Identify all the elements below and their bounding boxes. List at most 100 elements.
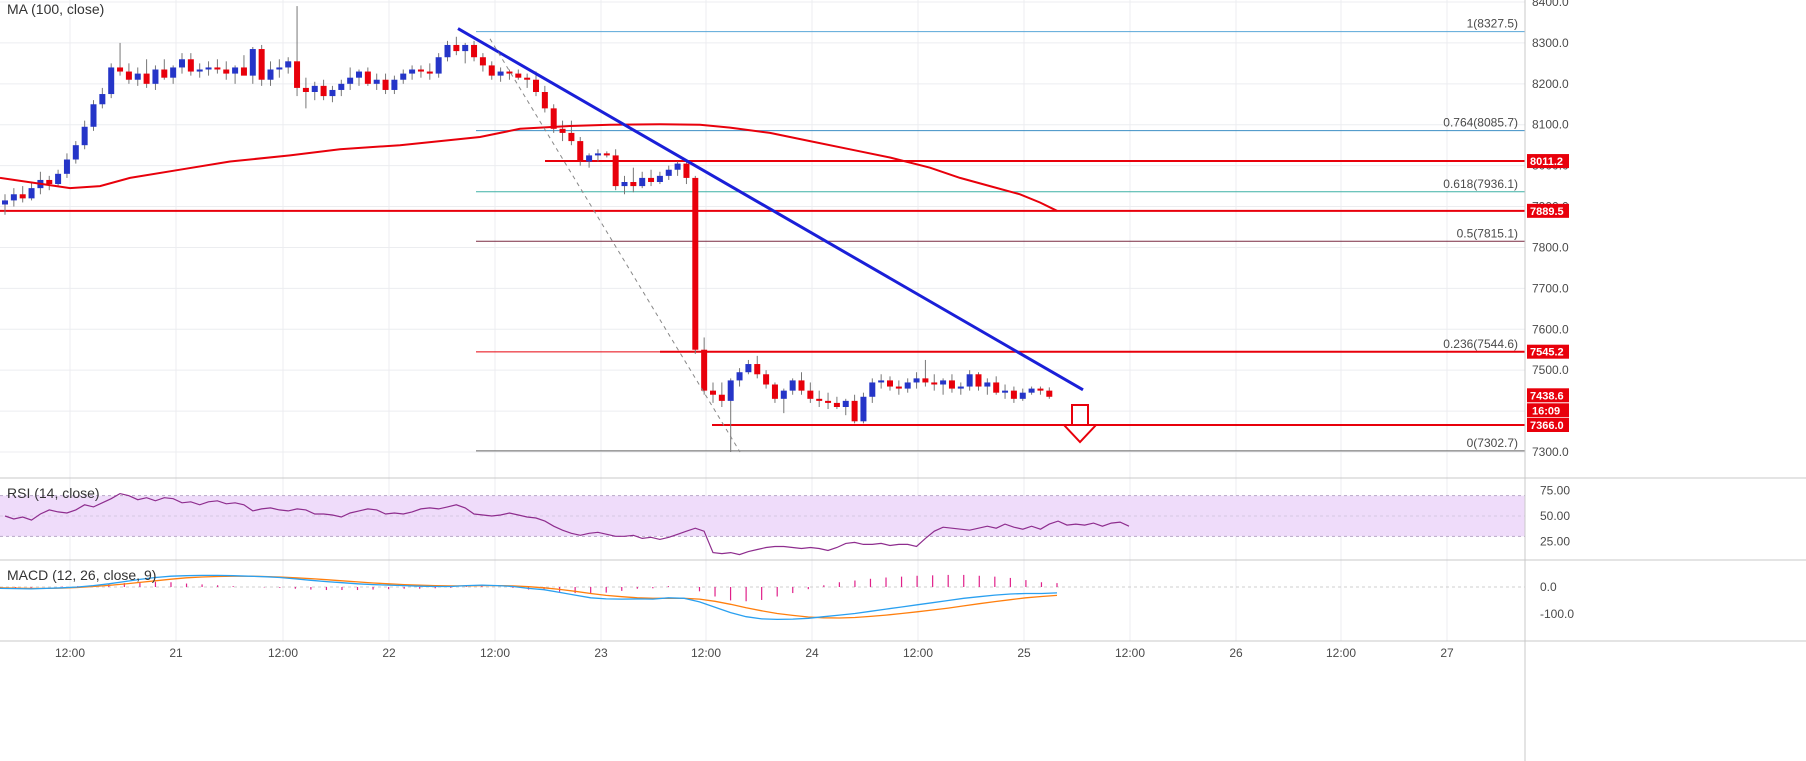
candle-body [1010,390,1017,399]
candle-body [807,390,814,399]
macd-signal-line [0,575,1058,619]
candle-body [117,67,124,72]
fib-level-label: 1(8327.5) [1467,17,1518,31]
candle-body [966,374,973,387]
candle-body [488,65,495,76]
fib-level-label: 0.5(7815.1) [1457,226,1518,240]
candle-body [187,59,194,72]
candle-body [143,73,150,84]
candle-body [559,128,566,133]
candle-body [302,87,309,92]
candle-body [435,57,442,74]
candle-body [550,108,557,129]
candle-body [948,380,955,389]
candle-body [639,177,646,187]
candle-body [842,400,849,407]
candle-body [28,188,35,199]
macd-tick-label: -100.0 [1540,607,1574,621]
price-level-tag: 7889.5 [1530,206,1564,218]
time-axis[interactable]: 12:00 21 12:00 22 12:00 23 12:00 24 12:00 25 12:00… [55,646,1454,660]
fibonacci-levels: 1(8327.5) 0.764(8085.7) 0.618(7936.1) 0.5(7… [476,17,1525,452]
candle-body [311,85,318,92]
candle-body [975,374,982,387]
price-tick-label: 7600.0 [1532,322,1569,336]
time-tick-label: 12:00 [691,646,721,660]
candle-body [577,141,584,162]
price-level-tag: 7545.2 [1530,347,1564,359]
rsi-line [4,492,1130,556]
current-price-tag: 7438.6 [1530,390,1564,402]
current-price-tag-bg [1527,388,1569,403]
candle-body [72,145,79,160]
candle-body [409,69,416,74]
candle-body [267,69,274,80]
candle-body [453,44,460,52]
price-pane[interactable]: 1(8327.5) 0.764(8085.7) 0.618(7936.1) 0.5(7… [0,1,1525,453]
candle-body [533,79,539,92]
candle-body [603,153,610,156]
candle-body [471,44,478,58]
candle-body [816,398,823,401]
rsi-pane[interactable]: RSI (14, close) [0,485,1525,556]
candle-body [568,132,575,142]
candle-body [90,104,97,127]
candle-body [833,402,840,407]
price-tick-label: 7800.0 [1532,240,1569,254]
candle-body [232,67,239,74]
candle-body [170,67,177,78]
candlesticks [2,6,1053,452]
candle-body [524,77,531,80]
candle-body [356,71,362,78]
candle-body [161,69,168,78]
candle-body [586,155,593,162]
rsi-pane-title: RSI (14, close) [7,485,100,501]
time-tick-label: 27 [1440,646,1454,660]
fib-level-label: 0.236(7544.6) [1443,337,1518,351]
time-tick-label: 12:00 [480,646,510,660]
candle-body [294,61,301,88]
candle-body [869,382,876,397]
price-tags: 8011.2 7889.5 7545.2 7366.0 7438.6 16:09 [1527,154,1569,432]
candle-body [55,173,62,185]
candle-body [320,85,327,97]
candle-body [922,378,929,383]
time-tick-label: 12:00 [55,646,85,660]
candle-body [417,69,424,72]
candle-body [515,73,522,78]
moving-average-line [0,123,1058,212]
time-tick-label: 12:00 [1326,646,1356,660]
candle-body [825,400,832,403]
candle-body [541,92,548,109]
candle-body [2,200,8,205]
candle-body [957,386,964,389]
price-tick-label: 8100.0 [1532,118,1569,132]
time-tick-label: 24 [805,646,819,660]
candle-body [993,382,1000,393]
macd-tick-label: 0.0 [1540,580,1557,594]
down-arrow-icon [1061,404,1099,444]
candle-body [347,77,354,84]
time-tick-label: 12:00 [268,646,298,660]
candle-body [125,71,132,80]
candle-body [99,94,106,105]
macd-pane[interactable]: MACD (12, 26, close, 9) [0,567,1525,621]
candle-body [391,79,398,90]
time-tick-label: 22 [382,646,396,660]
candle-body [364,71,371,84]
time-tick-label: 12:00 [903,646,933,660]
candle-body [1028,388,1035,393]
time-tick-label: 26 [1229,646,1243,660]
fib-level-label: 0.764(8085.7) [1443,116,1518,130]
price-tick-label: 7500.0 [1532,363,1569,377]
candle-body [789,380,796,391]
candle-body [205,67,212,70]
price-level-tag: 8011.2 [1530,156,1563,168]
bearish-trend-line[interactable] [457,27,1084,392]
support-resistance-lines [0,160,1525,426]
fib-level-label: 0.618(7936.1) [1443,177,1518,191]
candle-body [612,155,619,187]
candle-body [594,153,601,156]
rsi-tick-label: 50.00 [1540,509,1570,523]
